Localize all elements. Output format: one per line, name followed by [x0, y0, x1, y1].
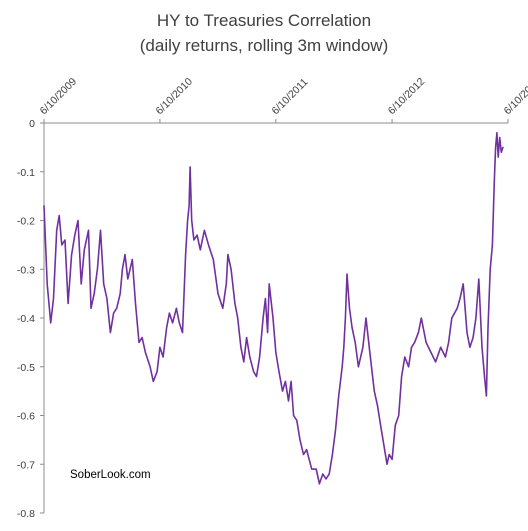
- series-line: [43, 132, 504, 485]
- x-tick-labels: 6/10/2009 6/10/2010 6/10/2011 6/10/2012 6/10…: [38, 75, 528, 123]
- chart-subtitle: (daily returns, rolling 3m window): [140, 36, 388, 55]
- watermark-annotation: SoberLook.com: [70, 469, 151, 481]
- chart-title: HY to Treasuries Correlation: [157, 11, 371, 30]
- x-tick-label: 6/10/2013: [502, 75, 528, 117]
- y-tick-label: -0.1: [17, 167, 35, 179]
- x-tick-label: 6/10/2011: [269, 76, 310, 117]
- series-layer: [43, 132, 504, 485]
- y-tick-label: -0.3: [17, 264, 35, 276]
- y-tick-label: -0.7: [17, 459, 35, 471]
- y-tick-label: -0.8: [17, 508, 35, 520]
- y-tick-label: -0.5: [17, 362, 35, 374]
- y-tick-label: -0.4: [17, 313, 35, 325]
- y-tick-labels: 0 -0.1 -0.2 -0.3 -0.4 -0.5 -0.6 -0.7 -0.8: [17, 118, 44, 520]
- x-tick-label: 6/10/2010: [154, 75, 196, 117]
- x-tick-label: 6/10/2012: [386, 75, 428, 117]
- y-tick-label: -0.2: [17, 216, 35, 228]
- y-tick-label: -0.6: [17, 411, 35, 423]
- x-tick-label: 6/10/2009: [38, 75, 80, 117]
- y-tick-label: 0: [29, 118, 35, 130]
